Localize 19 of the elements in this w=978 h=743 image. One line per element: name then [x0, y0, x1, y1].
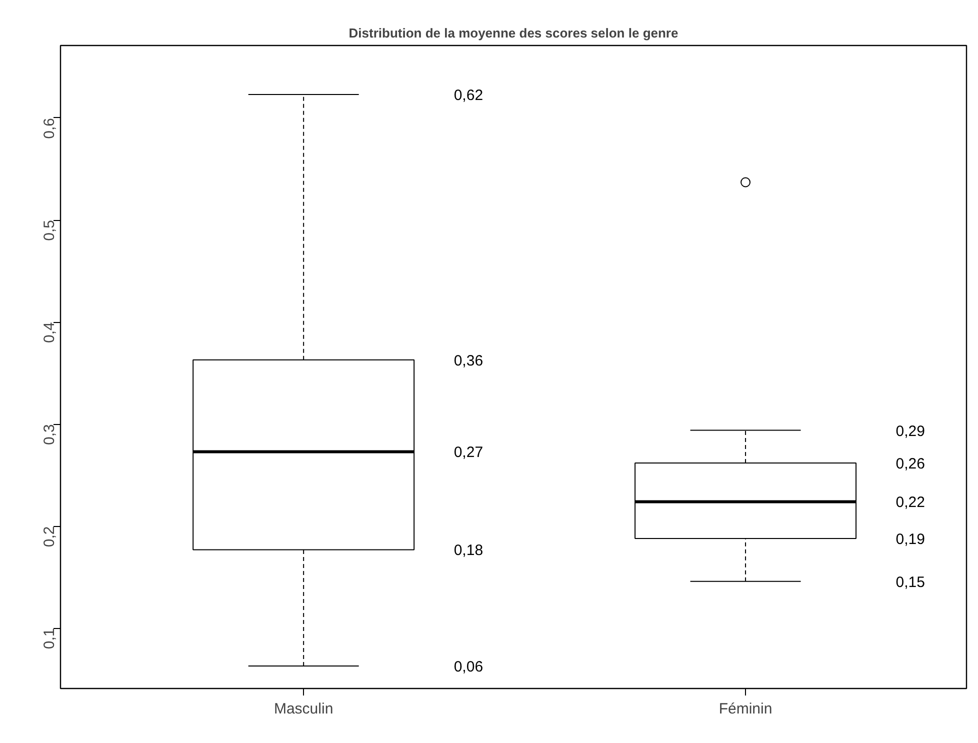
x-tick-label: Féminin — [718, 700, 772, 718]
annotation: 0,29 — [896, 422, 925, 440]
y-tick-label: 0,6 — [41, 118, 58, 139]
x-tick-label: Masculin — [274, 700, 334, 718]
annotation: 0,22 — [896, 494, 925, 512]
chart-title: Distribution de la moyenne des scores selon le genre — [348, 26, 678, 40]
y-tick-label: 0,4 — [41, 322, 58, 343]
y-tick-label: 0,5 — [41, 220, 58, 241]
annotation: 0,62 — [454, 86, 484, 104]
annotation: 0,26 — [896, 455, 925, 472]
annotation: 0,15 — [896, 574, 925, 591]
y-tick-label: 0,1 — [41, 628, 58, 650]
annotation: 0,06 — [454, 658, 484, 676]
annotation: 0,36 — [454, 352, 484, 370]
annotation: 0,18 — [454, 542, 484, 560]
annotation: 0,19 — [896, 530, 925, 548]
annotation: 0,27 — [454, 444, 484, 462]
y-tick-label: 0,3 — [41, 424, 58, 446]
y-tick-label: 0,2 — [41, 526, 58, 548]
